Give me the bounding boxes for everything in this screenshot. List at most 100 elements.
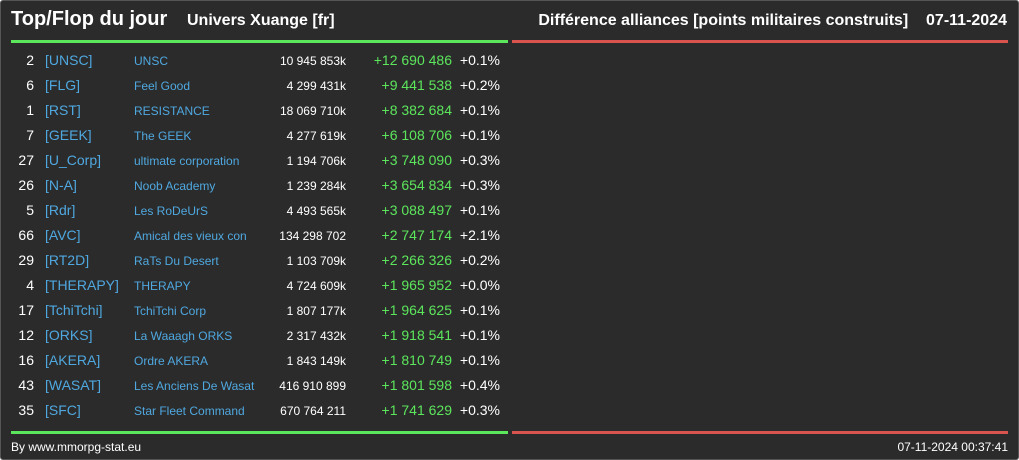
alliance-name-link[interactable]: La Waaagh ORKS (134, 329, 233, 343)
alliance-tag-link[interactable]: [WASAT] (45, 377, 101, 393)
alliance-rank: 66 (18, 227, 34, 243)
alliance-percent-change: +0.4% (459, 377, 500, 393)
alliance-tag-link[interactable]: [UNSC] (45, 52, 93, 68)
alliance-name-link[interactable]: UNSC (134, 54, 169, 68)
alliance-points: 4 277 619k (286, 129, 346, 143)
alliance-difference: +8 382 684 (381, 102, 452, 118)
alliance-rank: 27 (18, 152, 34, 168)
alliance-tag-link[interactable]: [AVC] (45, 227, 81, 243)
alliance-rank: 17 (18, 302, 34, 318)
alliance-tag-link[interactable]: [FLG] (45, 77, 81, 93)
table-row: 16 [AKERA] Ordre AKERA 1 843 149k +1 810 749… (12, 348, 508, 373)
table-row: 29 [RT2D] RaTs Du Desert 1 103 709k +2 266 3… (12, 248, 508, 273)
alliance-name-link[interactable]: Feel Good (134, 79, 191, 93)
bottom-divider-green (11, 431, 508, 434)
alliance-points: 134 298 702 (279, 229, 346, 243)
alliance-name-link[interactable]: The GEEK (134, 129, 192, 143)
alliance-tag-link[interactable]: [TchiTchi] (45, 302, 103, 318)
alliance-tag-link[interactable]: [ORKS] (45, 327, 93, 343)
alliance-tag-link[interactable]: [RT2D] (45, 252, 90, 268)
alliance-name-link[interactable]: Les RoDeUrS (134, 204, 209, 218)
alliance-name-link[interactable]: Ordre AKERA (134, 354, 209, 368)
footer-source: By www.mmorpg-stat.eu (11, 440, 142, 454)
alliance-percent-change: +0.1% (459, 202, 500, 218)
alliance-difference: +1 918 541 (381, 327, 452, 343)
alliance-difference: +1 741 629 (381, 402, 452, 418)
table-row: 17 [TchiTchi] TchiTchi Corp 1 807 177k +1 96… (12, 298, 508, 323)
alliance-points: 416 910 899 (279, 379, 346, 393)
alliance-rank: 43 (18, 377, 34, 393)
alliance-rank: 1 (26, 102, 34, 118)
alliance-name-link[interactable]: Les Anciens De Wasat (134, 379, 255, 393)
alliance-points: 10 945 853k (279, 54, 346, 68)
alliance-percent-change: +0.3% (459, 402, 500, 418)
alliance-difference: +1 965 952 (381, 277, 452, 293)
alliance-name-link[interactable]: THERAPY (134, 279, 191, 293)
alliance-tag-link[interactable]: [RST] (45, 102, 81, 118)
page-title: Top/Flop du jour (11, 8, 168, 30)
alliance-percent-change: +0.0% (459, 277, 500, 293)
alliance-rank: 26 (18, 177, 34, 193)
alliance-name-link[interactable]: ultimate corporation (134, 154, 240, 168)
table-row: 43 [WASAT] Les Anciens De Wasat 416 910 899… (12, 373, 508, 398)
alliance-name-link[interactable]: Star Fleet Command (134, 404, 245, 418)
universe-label: Univers Xuange [fr] (187, 12, 335, 29)
alliance-points: 18 069 710k (279, 104, 346, 118)
alliance-tag-link[interactable]: [THERAPY] (45, 277, 119, 293)
alliance-difference: +3 748 090 (381, 152, 452, 168)
alliance-tag-link[interactable]: [U_Corp] (45, 152, 102, 168)
alliance-rank: 7 (26, 127, 34, 143)
table-row: 12 [ORKS] La Waaagh ORKS 2 317 432k +1 918 5… (12, 323, 508, 348)
alliance-percent-change: +0.1% (459, 302, 500, 318)
alliance-name-link[interactable]: Amical des vieux con (134, 229, 247, 243)
table-row: 2 [UNSC] UNSC 10 945 853k +12 690 486 +0.1% (12, 48, 508, 73)
alliance-tag-link[interactable]: [SFC] (45, 402, 81, 418)
alliance-points: 670 764 211 (280, 404, 346, 418)
alliance-difference: +1 964 625 (381, 302, 452, 318)
top-divider-green (11, 40, 508, 43)
alliance-percent-change: +0.1% (459, 52, 500, 68)
alliance-difference: +1 810 749 (381, 352, 452, 368)
table-row: 27 [U_Corp] ultimate corporation 1 194 706k… (12, 148, 508, 173)
alliance-percent-change: +0.1% (459, 127, 500, 143)
alliance-points: 1 807 177k (286, 304, 346, 318)
alliance-rank: 35 (18, 402, 34, 418)
alliance-points: 4 724 609k (286, 279, 346, 293)
alliance-name-link[interactable]: RaTs Du Desert (134, 254, 219, 268)
header-date: 07-11-2024 (926, 12, 1007, 29)
alliance-tag-link[interactable]: [AKERA] (45, 352, 101, 368)
table-row: 66 [AVC] Amical des vieux con 134 298 702 +2… (12, 223, 508, 248)
alliance-difference: +1 801 598 (381, 377, 452, 393)
header-right: Différence alliances [points militaires … (538, 12, 1007, 30)
alliance-tag-link[interactable]: [Rdr] (45, 202, 76, 218)
alliance-points: 4 299 431k (286, 79, 346, 93)
alliance-difference: +3 088 497 (381, 202, 452, 218)
alliance-rank: 12 (18, 327, 34, 343)
alliance-tag-link[interactable]: [N-A] (45, 177, 77, 193)
alliance-points: 1 194 706k (286, 154, 346, 168)
alliance-name-link[interactable]: Noob Academy (134, 179, 216, 193)
alliance-points: 1 843 149k (286, 354, 346, 368)
alliance-rank: 5 (26, 202, 34, 218)
alliance-rank: 16 (18, 352, 34, 368)
alliance-name-link[interactable]: RESISTANCE (134, 104, 210, 118)
alliance-points: 2 317 432k (286, 329, 346, 343)
alliance-rank: 4 (26, 277, 34, 293)
alliance-tag-link[interactable]: [GEEK] (45, 127, 92, 143)
alliance-rank: 2 (26, 52, 34, 68)
alliance-rank: 6 (26, 77, 34, 93)
alliance-difference: +2 747 174 (381, 227, 452, 243)
table-row: 7 [GEEK] The GEEK 4 277 619k +6 108 706 +0.1% (12, 123, 508, 148)
ranking-description: Différence alliances [points militaires … (538, 12, 909, 29)
alliance-percent-change: +0.1% (459, 327, 500, 343)
alliance-percent-change: +2.1% (459, 227, 500, 243)
alliance-percent-change: +0.1% (459, 102, 500, 118)
footer-timestamp: 07-11-2024 00:37:41 (897, 440, 1008, 454)
table-row: 1 [RST] RESISTANCE 18 069 710k +8 382 684 +0.… (12, 98, 508, 123)
alliance-percent-change: +0.2% (459, 252, 500, 268)
alliance-points: 1 103 709k (286, 254, 346, 268)
alliance-name-link[interactable]: TchiTchi Corp (134, 304, 207, 318)
alliance-percent-change: +0.2% (459, 77, 500, 93)
alliance-difference: +2 266 326 (381, 252, 452, 268)
